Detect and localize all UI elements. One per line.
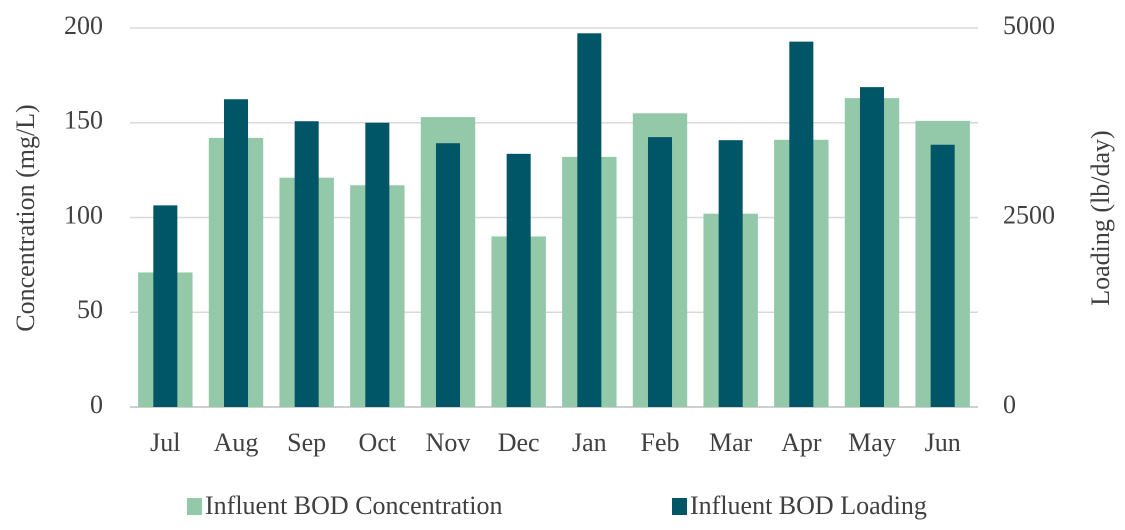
legend-swatch	[187, 498, 202, 515]
y-tick-label: 0	[90, 390, 103, 419]
x-tick-label: Jun	[925, 428, 961, 457]
x-tick-label: Sep	[287, 428, 326, 457]
x-tick-label: Feb	[641, 428, 680, 457]
bar	[294, 121, 319, 407]
y2-tick-label: 2500	[1003, 200, 1055, 229]
x-tick-label: Jan	[572, 428, 607, 457]
x-tick-label: Aug	[214, 428, 259, 457]
y2-axis-title: Loading (lb/day)	[1086, 130, 1115, 305]
bar	[859, 87, 885, 408]
x-tick-label: Apr	[781, 428, 822, 457]
x-tick-label: Oct	[359, 428, 397, 457]
bar	[365, 122, 390, 407]
x-tick-label: Nov	[426, 428, 471, 457]
legend-swatch	[672, 498, 687, 515]
y2-tick-label: 0	[1003, 390, 1016, 419]
bar	[223, 99, 249, 407]
bar	[506, 153, 531, 407]
y-tick-label: 50	[77, 295, 103, 324]
bar	[647, 137, 673, 408]
bar	[577, 33, 602, 407]
legend-label: Influent BOD Loading	[690, 491, 927, 520]
bar	[789, 41, 814, 407]
x-tick-label: May	[848, 428, 896, 457]
bar	[153, 205, 178, 407]
bar	[718, 140, 743, 407]
bar	[930, 144, 955, 407]
y-axis-title: Concentration (mg/L)	[11, 104, 40, 331]
y-tick-label: 200	[64, 11, 103, 40]
x-tick-label: Jul	[150, 428, 180, 457]
x-tick-label: Dec	[498, 428, 540, 457]
bar	[435, 143, 461, 407]
x-tick-label: Mar	[709, 428, 753, 457]
y-tick-label: 150	[64, 106, 103, 135]
legend-label: Influent BOD Concentration	[205, 491, 503, 520]
y2-tick-label: 5000	[1003, 11, 1055, 40]
y-tick-label: 100	[64, 200, 103, 229]
